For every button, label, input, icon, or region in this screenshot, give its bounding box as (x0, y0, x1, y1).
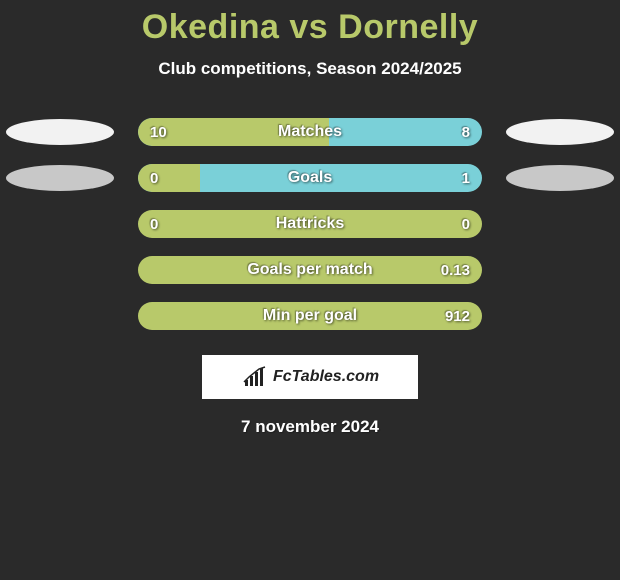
stat-label: Matches (278, 123, 342, 141)
brand-box: FcTables.com (202, 355, 418, 399)
left-value: 0 (150, 216, 158, 233)
left-value: 0 (150, 170, 158, 187)
stat-row: 10 Matches 8 (0, 109, 620, 155)
stat-row: 0 Goals 1 (0, 155, 620, 201)
stat-bar: Goals per match 0.13 (138, 256, 482, 284)
stat-row: Goals per match 0.13 (0, 247, 620, 293)
stat-label: Goals (288, 169, 332, 187)
left-ellipse (6, 119, 114, 145)
stat-row: Min per goal 912 (0, 293, 620, 339)
subtitle: Club competitions, Season 2024/2025 (0, 59, 620, 79)
right-value: 0 (462, 216, 470, 233)
page-title: Okedina vs Dornelly (0, 8, 620, 47)
brand-text: FcTables.com (273, 368, 379, 386)
stat-label: Goals per match (247, 261, 372, 279)
stat-bar: 10 Matches 8 (138, 118, 482, 146)
stats-comparison: Okedina vs Dornelly Club competitions, S… (0, 0, 620, 437)
stat-label: Min per goal (263, 307, 357, 325)
right-value: 912 (445, 308, 470, 325)
stat-bar: Min per goal 912 (138, 302, 482, 330)
stat-bar: 0 Goals 1 (138, 164, 482, 192)
right-value: 1 (462, 170, 470, 187)
right-value: 0.13 (441, 262, 470, 279)
brand-chart-icon (241, 366, 269, 388)
date-text: 7 november 2024 (0, 417, 620, 437)
right-value: 8 (462, 124, 470, 141)
stat-row: 0 Hattricks 0 (0, 201, 620, 247)
stat-rows: 10Matches80Goals10Hattricks0Goals per ma… (0, 109, 620, 339)
left-ellipse (6, 165, 114, 191)
right-ellipse (506, 165, 614, 191)
left-value: 10 (150, 124, 167, 141)
stat-bar-fill (138, 164, 200, 192)
right-ellipse (506, 119, 614, 145)
stat-label: Hattricks (276, 215, 344, 233)
stat-bar: 0 Hattricks 0 (138, 210, 482, 238)
